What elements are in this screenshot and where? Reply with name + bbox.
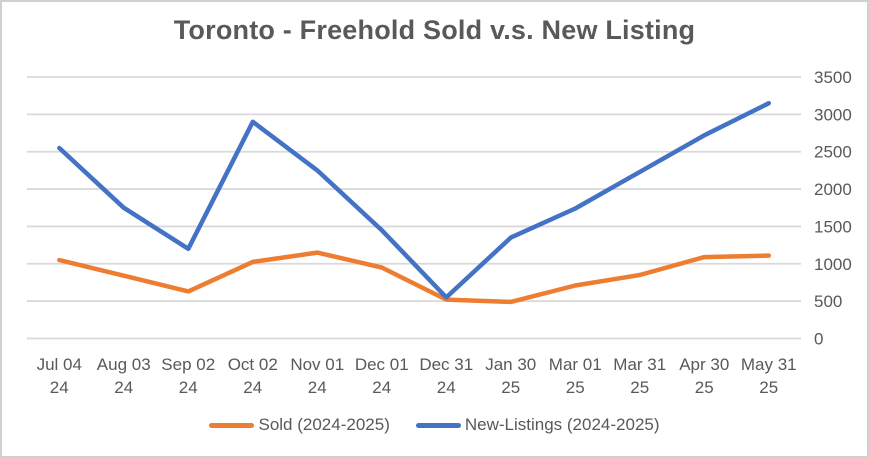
y-axis-tick-label: 2000 [814, 180, 852, 199]
x-axis-tick-label: 24 [372, 378, 391, 397]
x-axis-tick-label: Nov 01 [290, 355, 344, 374]
x-axis-tick-label: Mar 31 [613, 355, 666, 374]
legend: Sold (2024-2025) New-Listings (2024-2025… [2, 415, 867, 435]
y-axis-tick-label: 1000 [814, 255, 852, 274]
y-axis-tick-label: 0 [814, 330, 823, 349]
x-axis-tick-label: Dec 31 [419, 355, 473, 374]
new-listings-series-swatch [415, 422, 461, 428]
x-axis-tick-label: 25 [695, 378, 714, 397]
x-axis-tick-label: 25 [566, 378, 585, 397]
x-axis-tick-label: Sep 02 [161, 355, 215, 374]
x-axis-tick-label: Oct 02 [228, 355, 278, 374]
y-axis-tick-label: 3000 [814, 105, 852, 124]
x-axis-tick-label: Mar 01 [549, 355, 602, 374]
y-axis-tick-label: 1500 [814, 217, 852, 236]
x-axis-tick-label: Jul 04 [37, 355, 82, 374]
chart-title: Toronto - Freehold Sold v.s. New Listing [173, 15, 696, 45]
x-axis-tick-label: 24 [308, 378, 327, 397]
legend-label-new-listings: New-Listings (2024-2025) [464, 415, 660, 434]
legend-label-sold: Sold (2024-2025) [258, 415, 390, 434]
plot-area: 0 500 1000 1500 2000 2500 3000 3500 Jul 04 24 Aug … [27, 68, 852, 397]
y-axis-tick-label: 3500 [814, 68, 852, 87]
x-axis-tick-label: May 31 [741, 355, 797, 374]
x-axis-tick-label: 24 [243, 378, 262, 397]
y-axis-tick-label: 500 [814, 292, 842, 311]
x-axis-tick-label: 24 [50, 378, 69, 397]
sold-series-swatch [209, 422, 255, 428]
x-axis-tick-label: 24 [179, 378, 198, 397]
y-axis-tick-label: 2500 [814, 143, 852, 162]
x-axis-tick-label: 24 [114, 378, 133, 397]
legend-item-new-listings: New-Listings (2024-2025) [415, 415, 660, 435]
series-line-sold [57, 250, 772, 305]
x-axis-tick-label: Jan 30 [485, 355, 536, 374]
legend-item-sold: Sold (2024-2025) [209, 415, 390, 435]
x-axis-tick-label: Dec 01 [355, 355, 409, 374]
x-axis-tick-label: Apr 30 [679, 355, 729, 374]
x-axis-tick-label: 25 [630, 378, 649, 397]
x-axis-tick-label: Aug 03 [97, 355, 151, 374]
x-axis-tick-label: 25 [759, 378, 778, 397]
x-axis-tick-label: 24 [437, 378, 456, 397]
series-line-new-listings [57, 100, 772, 300]
x-axis-tick-label: 25 [501, 378, 520, 397]
